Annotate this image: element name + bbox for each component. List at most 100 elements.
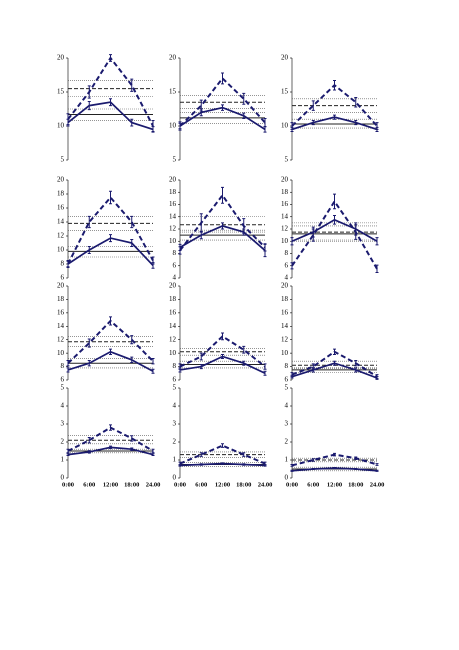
- error-bar: [311, 458, 315, 462]
- y-tick-label: 20: [169, 54, 177, 62]
- y-tick-label: 18: [169, 295, 177, 303]
- y-tick-label: 5: [285, 156, 289, 164]
- y-tick-label: 10: [57, 122, 65, 130]
- y-tick-label: 16: [57, 308, 65, 316]
- error-bar: [151, 262, 155, 269]
- error-bar: [242, 463, 246, 466]
- y-tick-label: 15: [57, 88, 65, 96]
- y-tick-label: 20: [57, 282, 65, 290]
- x-tick-label: 6:00: [83, 481, 95, 488]
- error-bar: [263, 243, 267, 258]
- y-tick-label: 4: [61, 402, 65, 410]
- error-bar: [178, 243, 182, 251]
- error-bar: [311, 100, 315, 111]
- y-tick-label: 14: [169, 212, 177, 220]
- error-bar: [375, 237, 379, 246]
- y-tick-label: 4: [173, 274, 177, 282]
- error-bar: [130, 118, 134, 127]
- error-bar: [109, 424, 112, 431]
- error-bar: [221, 186, 224, 204]
- y-tick-label: 10: [169, 122, 177, 130]
- error-bar: [109, 54, 112, 62]
- error-bar: [354, 222, 358, 236]
- y-tick-label: 18: [169, 188, 177, 196]
- error-bar: [242, 92, 246, 105]
- error-bar: [87, 246, 91, 254]
- error-bar: [354, 467, 358, 471]
- error-bar: [375, 376, 379, 380]
- x-tick-label: 0:00: [62, 481, 74, 488]
- x-tick-label: 18:00: [124, 481, 139, 488]
- y-tick-label: 5: [173, 384, 177, 392]
- error-bar: [354, 120, 358, 126]
- y-tick-label: 4: [173, 402, 177, 410]
- error-bar: [290, 262, 294, 270]
- y-tick-label: 18: [281, 188, 289, 196]
- error-bar: [242, 360, 246, 366]
- x-tick-label: 24.00: [258, 481, 273, 488]
- error-bar: [109, 316, 112, 326]
- y-tick-label: 20: [281, 54, 289, 62]
- error-bar: [178, 367, 182, 373]
- error-bar: [87, 437, 91, 444]
- y-tick-label: 10: [281, 122, 289, 130]
- error-bar: [311, 120, 315, 126]
- y-tick-label: 20: [169, 282, 177, 290]
- error-bar: [242, 228, 246, 236]
- x-tick-label: 12:00: [103, 481, 118, 488]
- error-bar: [87, 450, 91, 454]
- y-tick-label: 10: [281, 349, 289, 357]
- y-tick-label: 12: [281, 225, 289, 233]
- x-tick-label: 18:00: [236, 481, 251, 488]
- error-bar: [130, 447, 134, 451]
- error-bar: [221, 462, 224, 465]
- y-tick-label: 18: [57, 190, 65, 198]
- error-bar: [66, 360, 70, 367]
- y-tick-label: 4: [285, 274, 289, 282]
- error-bar: [263, 464, 267, 467]
- y-tick-label: 10: [57, 349, 65, 357]
- error-bar: [242, 345, 246, 354]
- y-tick-label: 12: [281, 335, 289, 343]
- y-tick-label: 12: [57, 335, 65, 343]
- y-tick-label: 10: [169, 237, 177, 245]
- y-tick-label: 14: [57, 218, 65, 226]
- series-line: [179, 76, 266, 127]
- error-bar: [375, 264, 379, 273]
- y-tick-label: 1: [61, 456, 65, 464]
- y-tick-label: 0: [61, 474, 65, 482]
- series-line: [67, 56, 154, 127]
- error-bar: [87, 85, 91, 99]
- error-bar: [375, 126, 379, 132]
- error-bar: [333, 467, 336, 470]
- error-bar: [66, 260, 70, 268]
- error-bar: [87, 360, 91, 367]
- y-tick-label: 14: [281, 212, 289, 220]
- y-tick-label: 20: [57, 54, 65, 62]
- error-bar: [333, 348, 336, 355]
- x-tick-label: 12:00: [215, 481, 230, 488]
- y-tick-label: 12: [57, 232, 65, 240]
- y-tick-label: 3: [285, 420, 289, 428]
- error-bar: [151, 453, 155, 456]
- error-bar: [263, 370, 267, 376]
- y-tick-label: 5: [61, 156, 65, 164]
- error-bar: [333, 215, 336, 225]
- y-tick-label: 12: [169, 225, 177, 233]
- y-tick-label: 2: [285, 438, 289, 446]
- y-tick-label: 3: [61, 420, 65, 428]
- error-bar: [87, 338, 91, 348]
- y-tick-label: 8: [173, 249, 177, 257]
- error-bar: [375, 463, 379, 466]
- error-bar: [151, 126, 155, 133]
- error-bar: [109, 190, 112, 205]
- error-bar: [199, 452, 203, 457]
- y-tick-label: 15: [169, 88, 177, 96]
- error-bar: [333, 193, 336, 210]
- error-bar: [66, 367, 70, 373]
- error-bar: [263, 363, 267, 370]
- error-bar: [333, 452, 336, 457]
- y-tick-label: 18: [57, 295, 65, 303]
- x-tick-label: 12:00: [327, 481, 342, 488]
